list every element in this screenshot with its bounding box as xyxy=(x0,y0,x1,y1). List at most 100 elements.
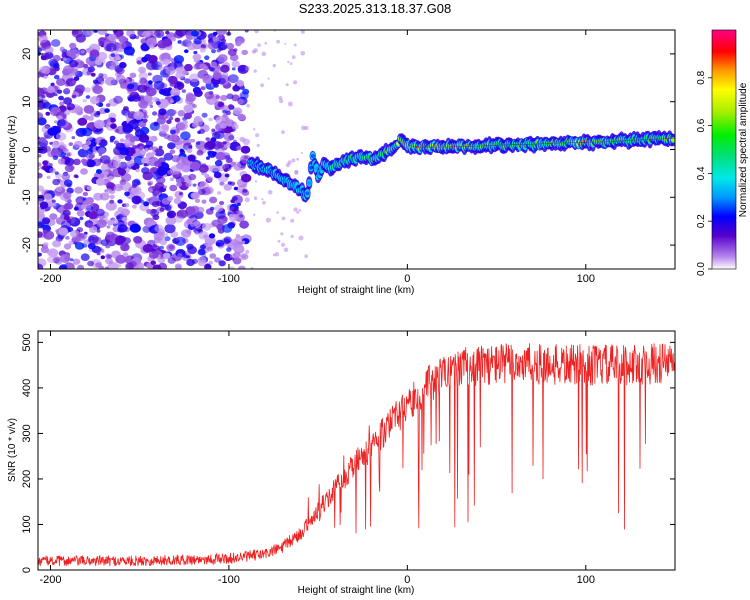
noise-speckle xyxy=(150,135,158,142)
noise-speckle xyxy=(54,74,60,80)
noise-speckle xyxy=(222,109,228,114)
noise-speckle xyxy=(229,207,233,211)
noise-speckle xyxy=(63,97,73,105)
noise-speckle xyxy=(141,132,147,138)
noise-speckle xyxy=(175,30,187,37)
noise-speckle xyxy=(223,183,232,191)
noise-speckle xyxy=(117,168,127,176)
noise-speckle xyxy=(83,239,89,245)
noise-speckle xyxy=(117,41,127,49)
noise-speckle xyxy=(194,89,203,98)
noise-speckle xyxy=(212,31,218,36)
y-tick-label: 10 xyxy=(21,96,33,108)
noise-speckle xyxy=(63,179,73,187)
noise-speckle xyxy=(281,242,286,247)
noise-speckle xyxy=(49,213,58,221)
noise-speckle xyxy=(230,161,237,167)
spectrogram-x-label: Height of straight line (km) xyxy=(298,285,415,296)
noise-speckle xyxy=(215,242,221,247)
x-tick-label: -100 xyxy=(218,574,240,586)
noise-speckle xyxy=(111,218,119,225)
noise-speckle xyxy=(87,260,95,267)
noise-speckle xyxy=(64,87,70,92)
noise-speckle xyxy=(89,96,100,105)
noise-speckle xyxy=(62,191,72,200)
noise-speckle xyxy=(168,212,174,217)
noise-speckle xyxy=(114,128,120,133)
noise-speckle xyxy=(38,221,45,229)
noise-speckle xyxy=(130,185,142,195)
noise-speckle xyxy=(51,202,57,207)
noise-speckle xyxy=(52,155,59,160)
noise-speckle xyxy=(107,175,114,181)
noise-speckle xyxy=(163,133,170,140)
noise-speckle xyxy=(253,128,256,131)
noise-speckle xyxy=(75,58,81,63)
noise-speckle xyxy=(164,204,172,210)
noise-speckle xyxy=(183,254,188,258)
noise-speckle xyxy=(213,171,222,179)
noise-speckle xyxy=(59,253,71,263)
noise-speckle xyxy=(106,182,115,190)
noise-speckle xyxy=(255,133,260,138)
noise-speckle xyxy=(152,264,162,269)
x-tick-label: 100 xyxy=(577,273,595,285)
noise-speckle xyxy=(46,175,51,179)
noise-speckle xyxy=(85,48,91,53)
y-tick-label: 100 xyxy=(21,515,33,533)
noise-speckle xyxy=(85,95,91,99)
noise-speckle xyxy=(242,188,248,193)
noise-speckle xyxy=(69,42,77,49)
noise-speckle xyxy=(142,171,153,181)
noise-speckle xyxy=(151,111,158,116)
noise-speckle xyxy=(241,254,246,259)
noise-speckle xyxy=(131,183,137,188)
noise-speckle xyxy=(298,235,304,241)
noise-speckle xyxy=(212,36,220,42)
noise-speckle xyxy=(66,50,74,57)
noise-speckle xyxy=(177,110,186,117)
noise-speckle xyxy=(192,183,197,187)
noise-speckle xyxy=(204,91,214,100)
colorbar-tick-label: 0.8 xyxy=(696,70,707,84)
noise-speckle xyxy=(208,117,213,122)
noise-speckle xyxy=(105,42,117,52)
noise-speckle xyxy=(164,236,171,242)
noise-speckle xyxy=(94,112,100,118)
noise-speckle xyxy=(56,132,67,141)
snr-y-label: SNR (10 * v/v) xyxy=(7,418,18,482)
noise-speckle xyxy=(153,80,165,90)
noise-speckle xyxy=(230,257,235,261)
noise-speckle xyxy=(157,60,165,66)
noise-speckle xyxy=(82,98,87,103)
noise-speckle xyxy=(162,252,171,260)
noise-speckle xyxy=(154,160,162,168)
noise-speckle xyxy=(192,191,201,199)
noise-speckle xyxy=(253,69,257,73)
noise-speckle xyxy=(177,253,183,258)
noise-speckle xyxy=(190,222,196,227)
noise-speckle xyxy=(228,266,235,269)
noise-speckle xyxy=(214,130,225,140)
noise-speckle xyxy=(280,232,284,236)
noise-speckle xyxy=(198,128,205,134)
noise-speckle xyxy=(82,191,89,197)
noise-speckle xyxy=(71,30,83,38)
noise-speckle xyxy=(291,55,296,60)
noise-speckle xyxy=(236,37,246,45)
noise-speckle xyxy=(86,222,94,229)
noise-speckle xyxy=(227,181,232,185)
noise-speckle xyxy=(81,158,87,164)
noise-speckle xyxy=(95,208,105,217)
noise-speckle xyxy=(38,87,45,97)
noise-speckle xyxy=(80,50,85,54)
noise-speckle xyxy=(95,138,101,144)
noise-speckle xyxy=(211,128,216,132)
colorbar-tick-label: 0.2 xyxy=(696,214,707,228)
noise-speckle xyxy=(217,101,224,108)
noise-speckle xyxy=(172,95,181,102)
noise-speckle xyxy=(214,159,223,167)
noise-speckle xyxy=(56,78,66,86)
noise-speckle xyxy=(232,85,241,92)
noise-speckle xyxy=(300,151,303,154)
